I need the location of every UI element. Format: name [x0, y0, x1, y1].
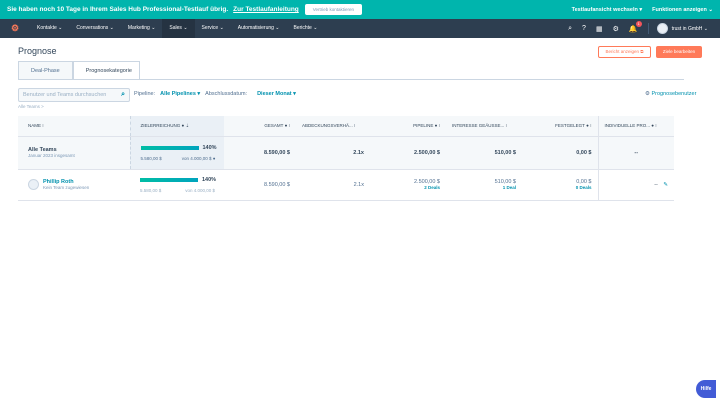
edit-pencil-icon[interactable]: ✎: [663, 181, 668, 188]
table-row: Alle Teams Januar 2023 insgesamt 140% 5.58…: [18, 136, 674, 170]
coverage-value: 2.1x: [296, 136, 370, 170]
achieved-value: 5.580,00 $: [140, 155, 162, 161]
settings-icon[interactable]: ⚙: [612, 25, 619, 33]
trial-guide-link[interactable]: Zur Testlaufanleitung: [233, 6, 299, 13]
individual-value: --: [654, 181, 658, 188]
hubspot-logo-icon[interactable]: ⚙: [10, 23, 20, 33]
individual-value: --: [597, 136, 674, 170]
marketplace-icon[interactable]: ▦: [595, 25, 603, 33]
header-committed[interactable]: FESTGELEGT ● ⁝: [522, 116, 598, 137]
committed-deals-link[interactable]: 0 Deals: [575, 185, 592, 190]
nav-contacts[interactable]: Kontakte ⌄: [37, 25, 63, 31]
search-input[interactable]: Benutzer und Teams durchsuchen ⌕: [18, 88, 130, 102]
divider: [18, 79, 684, 80]
help-icon[interactable]: ?: [582, 25, 586, 32]
total-value: 8.590,00 $: [224, 136, 296, 170]
tab-forecast-category[interactable]: Prognosekategorie: [72, 61, 140, 80]
pipeline-label: Pipeline:: [134, 91, 156, 97]
trial-text: Sie haben noch 10 Tage in Ihrem Sales Hu…: [7, 6, 229, 13]
goal-value: von 4.000,00 $ ●: [181, 155, 216, 161]
progress-label: 140%: [202, 176, 217, 183]
header-name[interactable]: NAME ⁝: [18, 116, 130, 137]
avatar: [656, 23, 668, 34]
tab-deal-phase[interactable]: Deal-Phase: [18, 61, 73, 80]
close-date-dropdown[interactable]: Dieser Monat ▾: [257, 91, 296, 97]
close-date-label: Abschlussdatum:: [205, 91, 248, 97]
header-individual[interactable]: INDIVIDUELLE PRO... ● ⁝: [597, 116, 674, 137]
header-goal-attainment[interactable]: ZIELERREICHUNG ● ⇣: [129, 116, 224, 137]
trial-banner: Sie haben noch 10 Tage in Ihrem Sales Hu…: [0, 0, 720, 19]
nav-service[interactable]: Service ⌄: [201, 25, 224, 31]
view-report-button[interactable]: Bericht anzeigen ⧉: [598, 46, 651, 58]
page-title: Prognose: [18, 46, 57, 56]
nav-automation[interactable]: Automatisierung ⌄: [237, 25, 280, 31]
help-button[interactable]: Hilfe: [696, 380, 716, 398]
nav-reports[interactable]: Berichte ⌄: [293, 25, 318, 31]
contact-sales-button[interactable]: Vertrieb kontaktieren: [304, 4, 363, 15]
goal-value: von 4.000,00 $: [185, 187, 215, 193]
header-interest[interactable]: INTERESSE GEÄUSSE... ⁝: [446, 116, 522, 137]
forecast-users-link[interactable]: Prognosebenutzer: [651, 91, 697, 97]
notification-count: 1: [635, 20, 642, 27]
account-menu[interactable]: trust in GmbH ⌄: [647, 23, 708, 34]
search-placeholder: Benutzer und Teams durchsuchen: [23, 92, 107, 98]
committed-value: 0,00 $: [522, 136, 598, 170]
nav-marketing[interactable]: Marketing ⌄: [127, 25, 156, 31]
show-features[interactable]: Funktionen anzeigen ⌄: [652, 6, 713, 13]
interest-value: 510,00 $: [494, 179, 516, 185]
nav-conversations[interactable]: Conversations ⌄: [76, 25, 114, 31]
switch-trial-view[interactable]: Testlaufansicht wechseln ▾: [571, 6, 643, 13]
coverage-value: 2.1x: [296, 169, 370, 201]
breadcrumb[interactable]: Alle Teams >: [18, 104, 44, 109]
pipeline-dropdown[interactable]: Alle Pipelines ▾: [160, 91, 201, 97]
header-coverage[interactable]: ABDECKUNGSVERHÄ... ⁝: [296, 116, 370, 137]
header-total[interactable]: GESAMT ● ⁝: [224, 116, 296, 137]
progress-bar: [140, 145, 199, 150]
table-row: Phillip Roth Kein Team zugewiesen 140% 5.5…: [18, 169, 674, 201]
account-name: trust in GmbH ⌄: [671, 25, 708, 32]
avatar: [28, 179, 39, 190]
interest-value: 510,00 $: [446, 136, 522, 170]
progress-label: 140%: [202, 144, 217, 151]
search-icon[interactable]: ⌕: [568, 24, 573, 32]
edit-goals-button[interactable]: Ziele bearbeiten: [656, 46, 702, 58]
forecast-table: NAME ⁝ ZIELERREICHUNG ● ⇣ GESAMT ● ⁝ ABD…: [18, 116, 674, 201]
total-value: 8.590,00 $: [224, 169, 296, 201]
progress-bar: [140, 177, 198, 182]
pipeline-value: 2.500,00 $: [414, 179, 440, 185]
interest-deals-link[interactable]: 1 Deal: [502, 185, 516, 190]
settings-icon: ⚙: [645, 91, 652, 97]
user-link[interactable]: Phillip Roth: [43, 179, 74, 185]
header-pipeline[interactable]: PIPELINE ● ⁝: [370, 116, 446, 137]
committed-value: 0,00 $: [576, 179, 592, 185]
nav-sales[interactable]: Sales ⌄: [162, 19, 195, 38]
row-name: Alle Teams: [28, 147, 57, 153]
pipeline-deals-link[interactable]: 2 Deals: [424, 185, 440, 190]
top-nav: ⚙ Kontakte ⌄ Conversations ⌄ Marketing ⌄…: [0, 19, 720, 38]
row-sub: Kein Team zugewiesen: [43, 185, 90, 190]
notifications-icon[interactable]: 🔔 1: [629, 20, 642, 33]
row-sub: Januar 2023 insgesamt: [28, 153, 75, 158]
search-icon[interactable]: ⌕: [121, 91, 125, 98]
achieved-value: 5.580,00 $: [140, 187, 162, 193]
pipeline-value: 2.500,00 $: [370, 136, 446, 170]
